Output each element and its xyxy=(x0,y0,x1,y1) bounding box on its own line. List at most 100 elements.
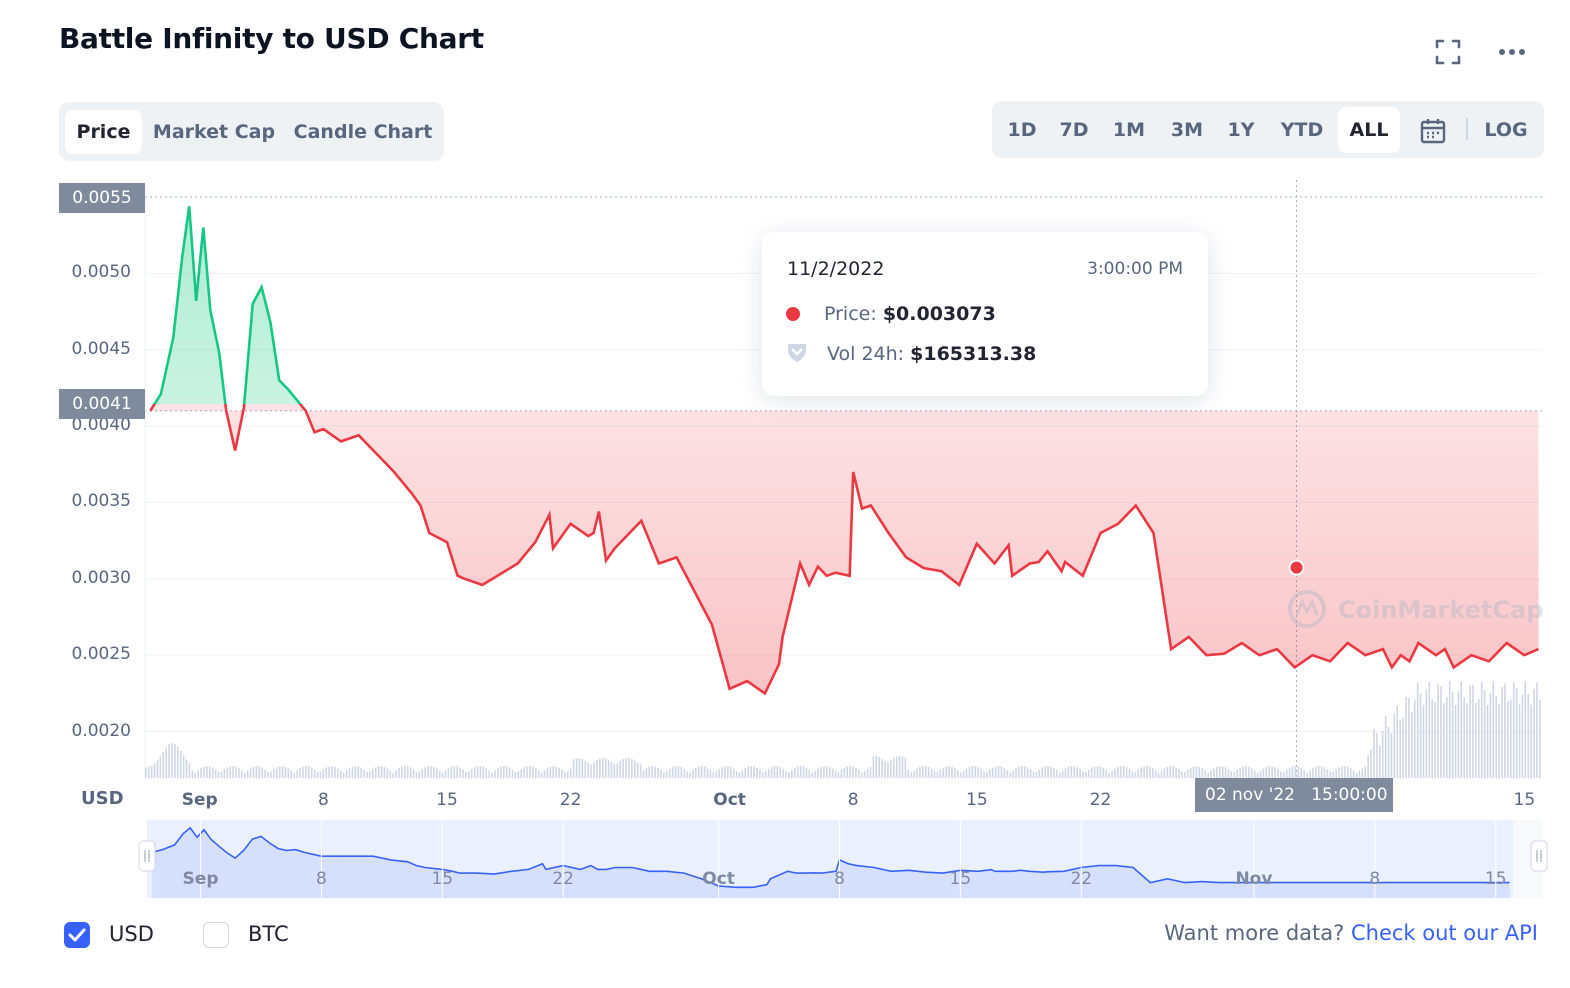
volume-bar xyxy=(450,766,453,778)
navigator-right-handle[interactable] xyxy=(1530,840,1548,872)
volume-bar xyxy=(791,769,793,778)
volume-bar xyxy=(1131,771,1134,778)
range-3m[interactable]: 3M xyxy=(1170,119,1204,141)
volume-bar xyxy=(1361,768,1364,778)
usd-toggle-label[interactable]: USD xyxy=(109,922,154,946)
volume-bar xyxy=(168,744,170,778)
volume-bar xyxy=(465,772,467,778)
volume-bar xyxy=(764,771,767,778)
navigator-left-handle[interactable] xyxy=(138,840,156,872)
volume-bar xyxy=(177,746,179,778)
volume-bar xyxy=(575,758,578,778)
volume-bar xyxy=(284,766,287,778)
volume-bar xyxy=(1405,696,1407,778)
volume-bar xyxy=(747,766,750,778)
range-all[interactable]: ALL xyxy=(1338,107,1400,153)
volume-bar xyxy=(1358,770,1361,778)
tab-candle-chart[interactable]: Candle Chart xyxy=(293,121,433,143)
volume-bar xyxy=(334,766,336,778)
volume-bar xyxy=(968,766,971,778)
volume-bar xyxy=(427,766,429,778)
volume-bar xyxy=(1009,772,1011,778)
tab-price[interactable]: Price xyxy=(65,110,142,154)
volume-bar xyxy=(357,766,360,778)
navigator-tick-label: Oct xyxy=(702,869,735,889)
volume-bar xyxy=(1102,768,1105,778)
volume-bar xyxy=(724,766,726,778)
volume-bar xyxy=(505,766,508,778)
volume-bar xyxy=(770,767,773,778)
volume-bar xyxy=(1274,767,1276,778)
volume-bar xyxy=(1507,701,1509,778)
volume-bar xyxy=(1055,770,1058,778)
volume-bar xyxy=(1381,731,1384,778)
volume-bar xyxy=(1050,766,1052,778)
volume-bar xyxy=(858,769,860,778)
volume-bar xyxy=(191,770,194,778)
volume-bar xyxy=(287,768,290,778)
volume-bar xyxy=(767,768,770,778)
volume-bar xyxy=(409,767,412,778)
volume-bar xyxy=(290,770,293,778)
btc-toggle-label[interactable]: BTC xyxy=(248,922,289,946)
volume-bar xyxy=(1317,766,1320,778)
volume-bar xyxy=(962,770,965,778)
volume-bar xyxy=(1440,685,1442,778)
volume-bar xyxy=(441,772,444,778)
volume-bar xyxy=(1469,685,1471,778)
volume-bar xyxy=(1288,767,1291,778)
y-axis-baseline-label: 0.0041 xyxy=(59,389,145,419)
volume-bar xyxy=(345,770,348,778)
more-options-icon[interactable] xyxy=(1494,34,1530,70)
x-tick-label: 15 xyxy=(966,790,988,810)
volume-bar xyxy=(1303,770,1305,778)
volume-bar xyxy=(1268,766,1271,778)
volume-bar xyxy=(1242,766,1244,778)
volume-bar xyxy=(281,766,284,778)
volume-bar xyxy=(826,766,828,778)
navigator-tick-label: 15 xyxy=(949,869,972,889)
volume-bar xyxy=(820,767,822,778)
navigator-line xyxy=(151,826,1510,889)
volume-bar xyxy=(203,766,205,778)
volume-bar xyxy=(220,771,223,778)
volume-bar xyxy=(1186,769,1189,778)
volume-bar xyxy=(1154,770,1157,778)
volume-bar xyxy=(1489,692,1492,778)
volume-bar xyxy=(424,767,426,778)
volume-bar xyxy=(1521,694,1524,778)
volume-bar xyxy=(194,772,197,778)
range-1m[interactable]: 1M xyxy=(1112,119,1146,141)
fullscreen-icon[interactable] xyxy=(1430,34,1466,70)
range-1y[interactable]: 1Y xyxy=(1227,119,1255,141)
volume-bar xyxy=(470,769,473,778)
range-1d[interactable]: 1D xyxy=(1007,119,1037,141)
navigator-tick-label: 22 xyxy=(1070,869,1093,889)
range-7d[interactable]: 7D xyxy=(1059,119,1089,141)
volume-bar xyxy=(785,771,787,778)
volume-bar xyxy=(502,766,505,778)
api-link[interactable]: Check out our API xyxy=(1350,921,1538,945)
volume-bar xyxy=(872,756,875,778)
volume-bar xyxy=(1163,768,1166,778)
volume-bar xyxy=(1000,766,1003,778)
volume-bar xyxy=(1090,767,1093,778)
volume-bar xyxy=(631,758,633,778)
volume-bar xyxy=(386,768,389,778)
volume-bar xyxy=(252,766,255,778)
log-scale-toggle[interactable]: LOG xyxy=(1484,119,1528,141)
range-ytd[interactable]: YTD xyxy=(1280,119,1324,141)
volume-bar xyxy=(211,767,214,778)
usd-checkbox[interactable] xyxy=(64,922,90,948)
volume-bar xyxy=(511,769,514,778)
btc-checkbox[interactable] xyxy=(203,922,229,948)
volume-bar xyxy=(1006,770,1009,778)
volume-bar xyxy=(1448,681,1451,778)
calendar-icon[interactable] xyxy=(1414,107,1452,153)
volume-bar xyxy=(1504,683,1506,778)
tab-market-cap[interactable]: Market Cap xyxy=(152,121,276,143)
x-tick-label: 15 xyxy=(436,790,458,810)
volume-bar xyxy=(1169,766,1172,778)
volume-bar xyxy=(607,759,610,778)
volume-bar xyxy=(497,768,499,778)
